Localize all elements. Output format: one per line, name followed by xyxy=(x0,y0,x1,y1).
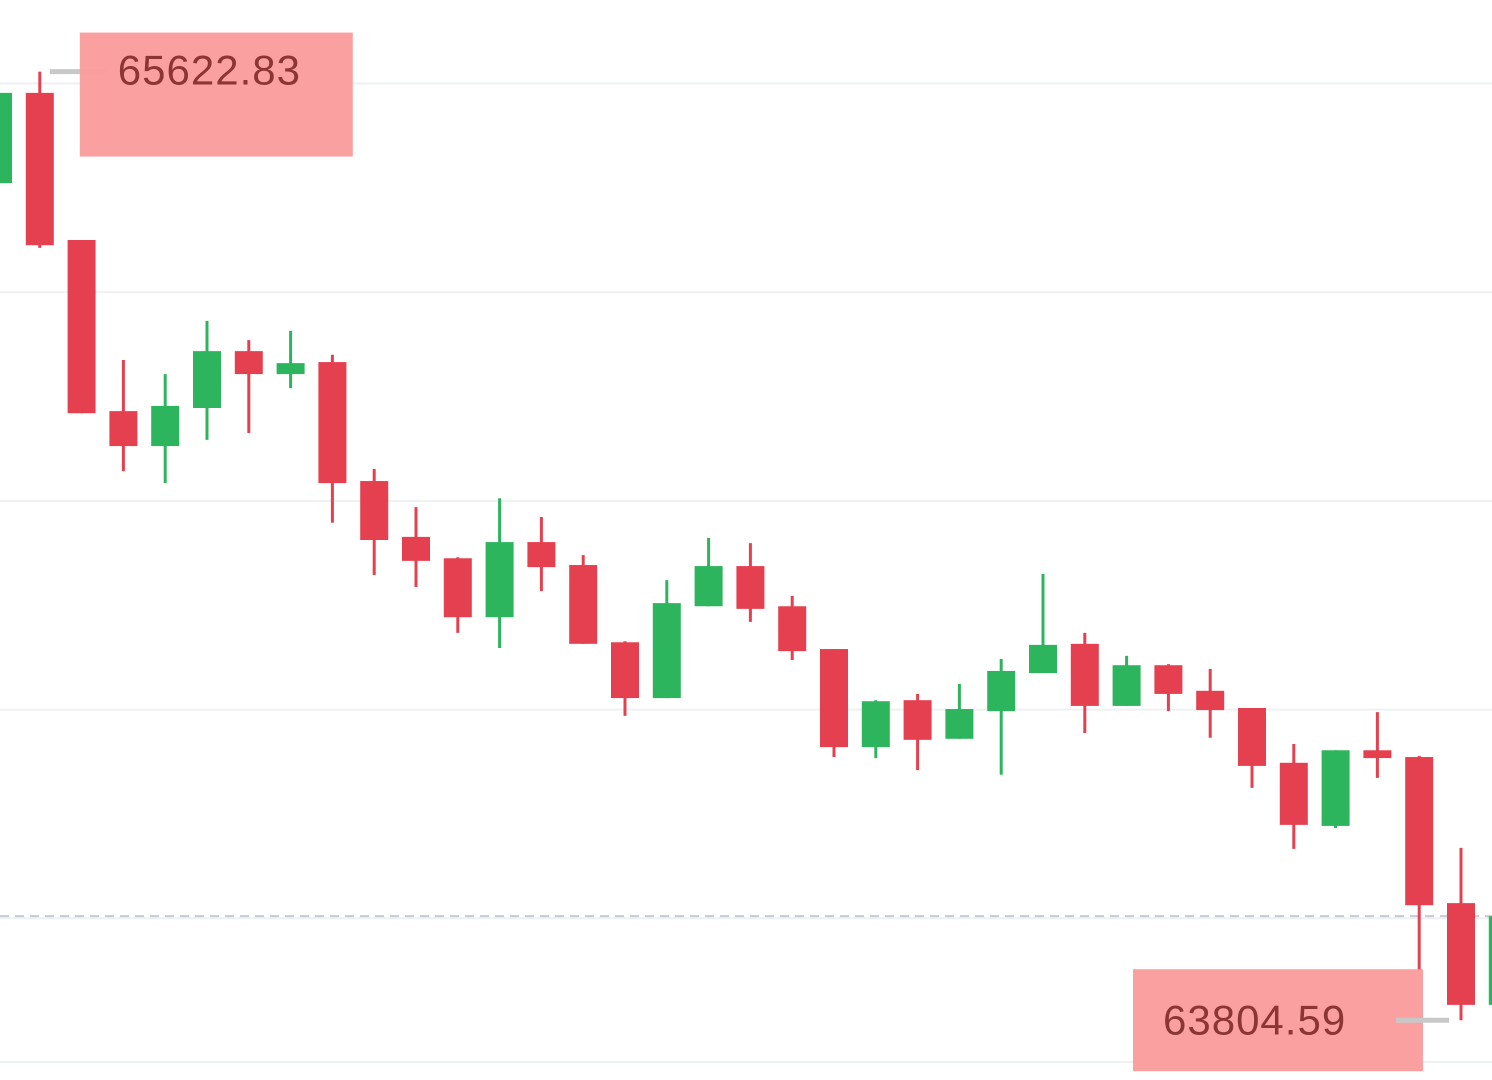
candle-body xyxy=(945,709,974,739)
candle-body xyxy=(861,701,890,748)
candle-body xyxy=(820,649,848,748)
candle-body xyxy=(276,363,305,375)
candle-body xyxy=(443,558,472,618)
candle-body xyxy=(778,606,807,652)
candle-body xyxy=(25,92,54,246)
candle-body xyxy=(234,351,263,375)
candle-body xyxy=(694,566,723,607)
candle-body xyxy=(527,542,556,568)
high-label: 65622.83 xyxy=(118,47,301,94)
candle-body xyxy=(1029,644,1057,674)
candle-body xyxy=(1279,762,1308,825)
candle-body xyxy=(1321,750,1350,826)
candle-body xyxy=(611,642,639,699)
candle-body xyxy=(0,92,12,184)
candle-body xyxy=(151,405,180,447)
candle-body xyxy=(1238,708,1266,766)
candle-body xyxy=(1447,903,1475,1005)
candle-body xyxy=(569,565,598,644)
low-label-box xyxy=(1133,969,1423,1072)
candle-body xyxy=(318,362,347,484)
candle-body xyxy=(903,700,932,740)
high-label-box xyxy=(79,32,353,157)
candle-body xyxy=(1405,757,1434,906)
candle-body xyxy=(987,670,1016,712)
candle-body xyxy=(67,240,96,414)
low-label: 63804.59 xyxy=(1163,996,1346,1043)
candle-body xyxy=(652,603,681,699)
candle-body xyxy=(736,566,765,609)
candle-body xyxy=(109,411,138,447)
candle-body xyxy=(402,536,430,561)
candle-body xyxy=(1196,690,1225,711)
candle-body xyxy=(193,351,221,408)
candle-body xyxy=(1488,916,1492,1005)
candle-body xyxy=(1070,643,1099,706)
candle-body xyxy=(1112,665,1141,706)
candle-body xyxy=(1363,750,1392,759)
candle-body xyxy=(360,481,389,540)
candle-body xyxy=(485,542,514,618)
candle-body xyxy=(1154,665,1183,694)
